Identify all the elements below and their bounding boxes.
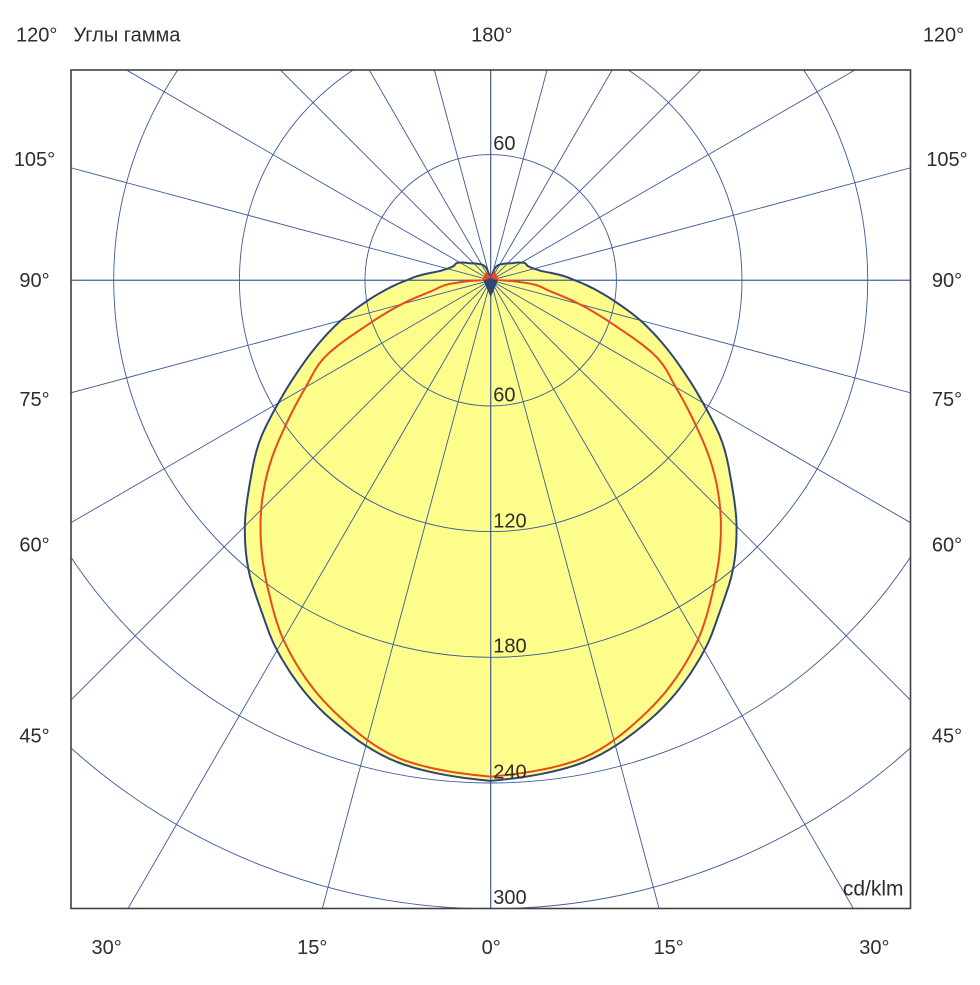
svg-text:120°: 120° <box>16 25 57 47</box>
svg-text:15°: 15° <box>297 937 327 959</box>
svg-text:45°: 45° <box>19 725 49 747</box>
svg-text:cd/klm: cd/klm <box>843 878 904 901</box>
svg-text:300: 300 <box>493 887 526 909</box>
svg-text:90°: 90° <box>932 270 962 292</box>
svg-text:180: 180 <box>493 636 526 658</box>
svg-text:90°: 90° <box>19 270 49 292</box>
svg-text:60°: 60° <box>932 534 962 556</box>
svg-text:120°: 120° <box>923 25 964 47</box>
svg-text:105°: 105° <box>14 149 55 171</box>
svg-text:240: 240 <box>493 761 526 783</box>
svg-text:Углы гамма: Углы гамма <box>74 25 182 47</box>
svg-text:30°: 30° <box>91 937 121 959</box>
svg-text:120: 120 <box>493 510 526 532</box>
svg-text:75°: 75° <box>19 389 49 411</box>
svg-text:45°: 45° <box>932 725 962 747</box>
svg-text:180°: 180° <box>471 25 512 47</box>
svg-text:60: 60 <box>493 133 515 155</box>
svg-text:105°: 105° <box>926 149 967 171</box>
svg-text:0°: 0° <box>482 937 501 959</box>
svg-text:15°: 15° <box>654 937 684 959</box>
svg-text:60°: 60° <box>19 534 49 556</box>
svg-text:75°: 75° <box>932 389 962 411</box>
svg-text:30°: 30° <box>859 937 889 959</box>
svg-text:60: 60 <box>493 384 515 406</box>
